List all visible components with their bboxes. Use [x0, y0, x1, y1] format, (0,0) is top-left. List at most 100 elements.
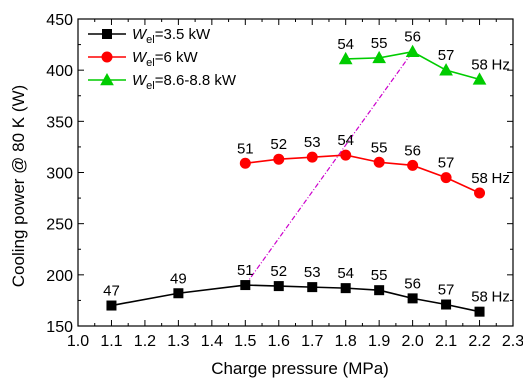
x-tick-label: 1.6: [268, 333, 290, 350]
point-label: 54: [337, 132, 354, 149]
legend-subscript: el: [146, 34, 155, 46]
point-label: 57: [438, 155, 455, 172]
point-label: 55: [371, 35, 388, 52]
legend-value: =6 kW: [155, 49, 199, 66]
x-tick-label: 2.0: [401, 333, 423, 350]
data-point: [373, 156, 385, 168]
series-line: [111, 284, 480, 313]
y-tick-label: 300: [46, 166, 73, 183]
legend-symbol: W: [132, 49, 148, 66]
x-tick-label: 2.3: [502, 333, 523, 350]
point-label: 52: [270, 136, 287, 153]
y-tick-label: 450: [46, 12, 73, 29]
legend-label: Wel=8.6-8.8 kW: [132, 72, 237, 92]
x-tick-label: 1.9: [368, 333, 390, 350]
x-tick-label: 1.0: [67, 333, 89, 350]
data-point: [439, 63, 453, 76]
legend-item: Wel=3.5 kW: [88, 26, 211, 46]
trend-line-group: [244, 51, 414, 286]
point-label: 57: [438, 47, 455, 64]
data-point: [273, 153, 285, 165]
point-label: 51: [237, 262, 254, 279]
y-tick-label: 350: [46, 114, 73, 131]
point-label: 57: [438, 282, 455, 299]
data-point: [374, 285, 385, 296]
legend-symbol: W: [132, 72, 148, 89]
data-point: [100, 72, 114, 86]
legend-label: Wel=6 kW: [132, 49, 199, 69]
data-point: [440, 172, 452, 184]
data-point: [474, 187, 486, 199]
data-point: [474, 306, 485, 317]
point-label: 58: [471, 289, 488, 306]
point-label: 53: [304, 134, 321, 151]
data-point: [407, 293, 418, 304]
point-label: 55: [371, 267, 388, 284]
data-point: [306, 151, 318, 163]
y-tick-label: 150: [46, 319, 73, 336]
x-tick-label: 1.7: [301, 333, 323, 350]
point-label: 47: [103, 283, 120, 300]
point-label: 56: [404, 29, 421, 46]
point-label: 53: [304, 264, 321, 281]
y-tick-label: 200: [46, 268, 73, 285]
data-point: [173, 288, 184, 299]
legend-symbol: W: [132, 26, 148, 43]
data-point: [307, 282, 318, 293]
data-point: [340, 283, 351, 294]
axes: 1.0 1.1 1.2 1.3 1.4 1.5 1.6 1.7 1.8 1.9 2.0 2.1 2.2 2…: [46, 12, 523, 350]
legend-value: =3.5 kW: [155, 26, 211, 43]
x-tick-label: 1.3: [167, 333, 189, 350]
data-point: [102, 29, 112, 39]
unit-label: Hz: [492, 56, 510, 73]
point-label: 56: [404, 142, 421, 159]
y-axis-title: Cooling power @ 80 K (W): [9, 85, 28, 287]
x-tick-label: 1.8: [335, 333, 357, 350]
series-1: 47 49 51 52 53 54 55 56 57 58 Hz: [103, 262, 510, 317]
series-2: 51 52 53 54 55 56 57 58 Hz: [237, 132, 510, 199]
unit-label: Hz: [492, 170, 510, 187]
x-tick-label: 1.4: [201, 333, 223, 350]
series-line: [245, 154, 480, 194]
legend-subscript: el: [146, 57, 155, 69]
legend-item: Wel=8.6-8.8 kW: [88, 72, 237, 92]
point-label: 52: [270, 263, 287, 280]
point-label: 55: [371, 139, 388, 156]
unit-label: Hz: [492, 289, 510, 306]
data-point: [407, 159, 419, 171]
x-tick-label: 1.2: [134, 333, 156, 350]
legend-subscript: el: [146, 80, 155, 92]
point-label: 58: [471, 56, 488, 73]
point-label: 51: [237, 140, 254, 157]
data-point: [239, 157, 251, 169]
data-point: [405, 44, 420, 58]
legend-label: Wel=3.5 kW: [132, 26, 211, 46]
data-point: [240, 280, 251, 291]
data-point: [106, 300, 117, 311]
y-tick-label: 400: [46, 63, 73, 80]
data-point: [372, 50, 387, 64]
x-axis-title: Charge pressure (MPa): [211, 359, 389, 378]
point-label: 54: [337, 36, 354, 53]
data-point: [441, 299, 452, 310]
legend-value: =8.6-8.8 kW: [155, 72, 237, 89]
x-tick-label: 1.1: [100, 333, 122, 350]
data-point: [340, 149, 352, 161]
y-tick-label: 250: [46, 217, 73, 234]
point-label: 58: [471, 170, 488, 187]
data-point: [101, 51, 113, 63]
x-tick-label: 2.1: [435, 333, 457, 350]
point-label: 49: [170, 270, 187, 287]
x-tick-label: 1.5: [234, 333, 256, 350]
data-point: [338, 51, 353, 65]
point-label: 56: [404, 275, 421, 292]
point-label: 54: [337, 265, 354, 282]
legend-item: Wel=6 kW: [88, 49, 199, 69]
series-3: 54 55 56 57 58 Hz: [337, 29, 510, 85]
data-point: [273, 281, 284, 292]
trend-line: [244, 51, 414, 286]
data-point: [472, 72, 487, 85]
